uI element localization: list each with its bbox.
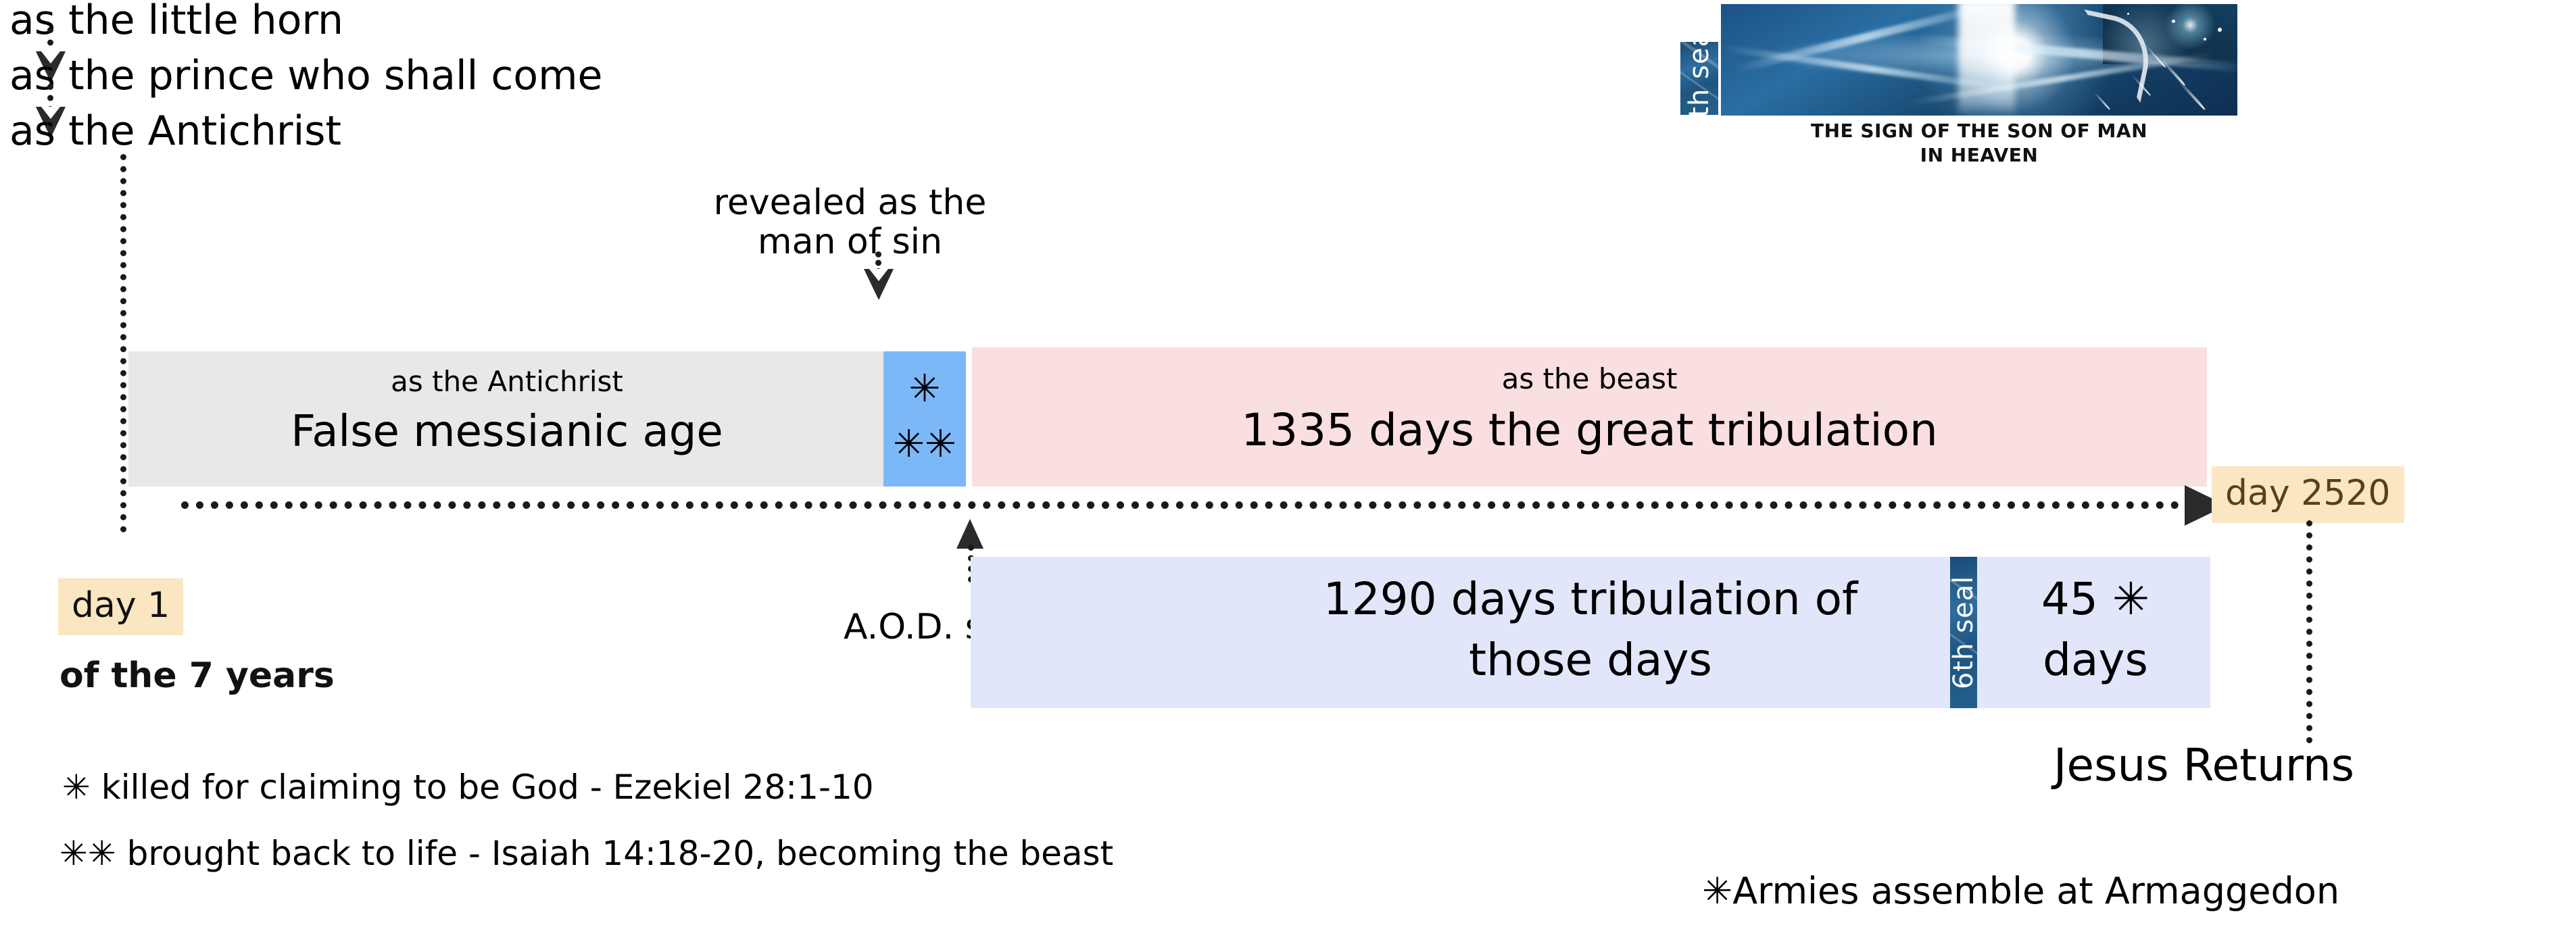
jesus-returns-dotted-line <box>2306 520 2312 743</box>
segment-false-messianic-age[interactable]: as the Antichrist False messianic age <box>128 351 885 487</box>
image-star <box>2127 13 2129 16</box>
footnote-armies-armaggedon: ✳Armies assemble at Armaggedon <box>1702 870 2340 912</box>
picture-seal-strip: 6th seal <box>1680 42 1718 115</box>
connector-dots-1 <box>47 27 53 58</box>
segment-man-of-sin-marker[interactable]: ✳ ✳✳ <box>883 351 966 487</box>
badge-day-2520: day 2520 <box>2212 466 2404 523</box>
start-marker-dotted-line <box>120 154 126 532</box>
segment-45-days[interactable]: 45 ✳ days <box>1980 557 2210 708</box>
segment-1290-line1: 1290 days tribulation of <box>1323 573 1858 625</box>
image-star <box>2218 27 2222 32</box>
segment-pink-title: 1335 days the great tribulation <box>1241 404 1938 456</box>
connector-dots-revealed <box>875 251 881 274</box>
segment-gray-caption: as the Antichrist <box>391 365 623 398</box>
image-star <box>2172 20 2176 24</box>
bottom-seal-label: 6th seal <box>1950 575 1977 690</box>
title-little-horn: as the little horn <box>9 0 344 44</box>
badge-day-1-subtitle: of the 7 years <box>59 655 335 696</box>
title-prince-who-shall-come: as the prince who shall come <box>9 52 603 99</box>
segment-great-tribulation[interactable]: as the beast 1335 days the great tribula… <box>972 347 2207 487</box>
picture-caption-line1: THE SIGN OF THE SON OF MAN <box>1810 120 2148 142</box>
annotation-revealed-line1: revealed as the <box>713 182 987 223</box>
timeline-dotted-axis <box>181 501 2209 509</box>
bottom-seal-strip: 6th seal <box>1950 557 1977 708</box>
asterisk-single-marker: ✳ <box>908 367 941 411</box>
segment-1290-line2: those days <box>1469 634 1712 686</box>
sign-of-son-of-man-image <box>1721 4 2237 116</box>
title-antichrist: as the Antichrist <box>9 107 342 155</box>
footnote-single-asterisk: ✳ killed for claiming to be God - Ezekie… <box>62 768 874 807</box>
footnote-double-asterisk: ✳✳ brought back to life - Isaiah 14:18-2… <box>59 834 1114 873</box>
image-star <box>2204 37 2207 41</box>
arrow-notch-revealed <box>869 269 888 281</box>
segment-45-days-line2: days <box>2043 634 2148 686</box>
arrow-up-aod <box>956 519 983 549</box>
segment-gray-title: False messianic age <box>291 407 723 457</box>
segment-pink-caption: as the beast <box>1501 362 1678 395</box>
annotation-revealed-line2: man of sin <box>757 222 943 262</box>
connector-dots-2 <box>47 84 53 112</box>
arrow-notch-1 <box>41 51 60 64</box>
asterisk-double-marker: ✳✳ <box>893 422 956 466</box>
event-jesus-returns: Jesus Returns <box>2053 739 2355 791</box>
badge-day-1: day 1 <box>58 578 184 635</box>
segment-45-days-line1: 45 ✳ <box>2041 573 2150 625</box>
picture-seal-label: 6th seal <box>1684 42 1715 115</box>
picture-caption-line2: IN HEAVEN <box>1920 144 2039 166</box>
image-central-light <box>1958 4 2016 116</box>
arrow-notch-2 <box>41 107 60 119</box>
